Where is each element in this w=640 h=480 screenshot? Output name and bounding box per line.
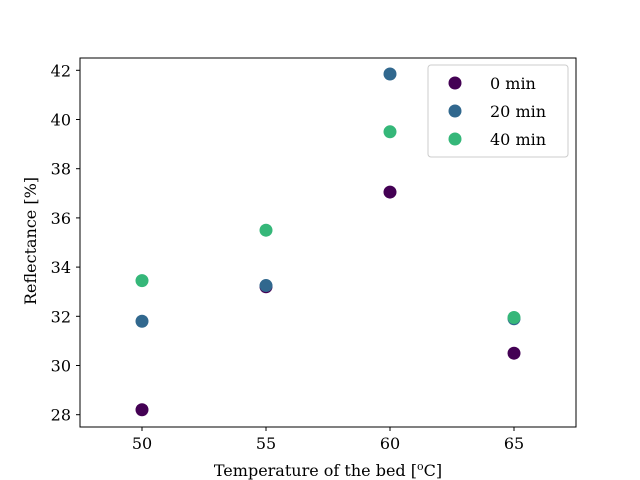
- legend-label: 40 min: [490, 130, 546, 149]
- y-tick-label: 38: [51, 160, 71, 179]
- data-point-20-min: [259, 279, 273, 293]
- legend: 0 min 20 min 40 min: [427, 64, 569, 158]
- axis-ticks: 50 55 60 65 28 30 32 34 36 38 40 42: [51, 61, 525, 453]
- y-axis-label: Reflectance [%]: [21, 177, 40, 305]
- x-tick-label: 55: [256, 434, 276, 453]
- plot-frame: [79, 57, 577, 428]
- y-tick-label: 42: [51, 61, 71, 80]
- y-tick-label: 36: [51, 209, 71, 228]
- x-tick-label: 50: [132, 434, 152, 453]
- data-point-0-min: [507, 346, 521, 360]
- legend-marker: [448, 104, 462, 118]
- x-axis-label-superscript: o: [417, 460, 424, 473]
- y-tick-label: 30: [51, 357, 71, 376]
- data-point-0-min: [135, 403, 149, 417]
- data-point-20-min: [383, 67, 397, 81]
- x-tick-label: 65: [504, 434, 524, 453]
- legend-marker: [448, 76, 462, 90]
- data-points: [135, 67, 521, 417]
- data-point-40-min: [135, 274, 149, 288]
- data-point-20-min: [135, 314, 149, 328]
- y-tick-label: 32: [51, 307, 71, 326]
- data-point-40-min: [507, 311, 521, 325]
- data-point-40-min: [259, 223, 273, 237]
- y-tick-label: 34: [51, 258, 71, 277]
- data-point-40-min: [383, 125, 397, 139]
- y-tick-label: 40: [51, 111, 71, 130]
- legend-box: [427, 64, 569, 158]
- legend-marker: [448, 132, 462, 146]
- x-tick-label: 60: [380, 434, 400, 453]
- x-axis-label: Temperature of the bed [oC]: [214, 460, 442, 480]
- y-tick-label: 28: [51, 406, 71, 425]
- legend-label: 0 min: [490, 74, 536, 93]
- data-point-0-min: [383, 185, 397, 199]
- legend-label: 20 min: [490, 102, 546, 121]
